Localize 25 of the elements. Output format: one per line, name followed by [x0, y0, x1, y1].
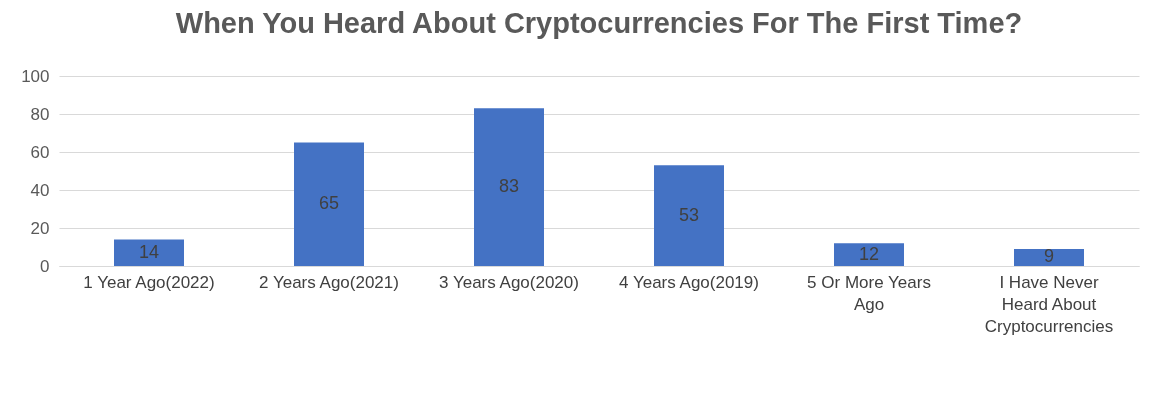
y-tick-label: 0	[40, 256, 50, 276]
x-tick-label: 1 Year Ago(2022)	[83, 272, 215, 292]
data-label: 14	[138, 241, 160, 262]
data-label: 53	[678, 204, 700, 225]
bar	[294, 142, 364, 266]
y-tick-label: 80	[30, 104, 50, 124]
bar	[1014, 248, 1084, 266]
y-tick-label: 100	[21, 66, 50, 86]
y-tick-label: 60	[30, 142, 50, 162]
bar	[114, 239, 184, 266]
chart-title: When You Heard About Cryptocurrencies For The First Time?	[175, 7, 1023, 39]
y-tick-label: 40	[30, 180, 50, 200]
y-tick-label: 20	[30, 218, 50, 238]
data-label: 83	[498, 176, 520, 197]
x-tick-label: 5 Or More Years Ago	[807, 272, 931, 314]
data-label: 12	[858, 243, 880, 264]
bar	[654, 165, 724, 266]
x-tick-label: 2 Years Ago(2021)	[259, 272, 399, 292]
bar	[834, 243, 904, 266]
x-tick-label: I Have Never Heard About Cryptocurrencies	[984, 272, 1114, 336]
data-label: 65	[318, 193, 340, 214]
bar	[474, 108, 544, 266]
x-tick-label: 4 Years Ago(2019)	[619, 272, 759, 292]
x-tick-label: 3 Years Ago(2020)	[439, 272, 579, 292]
data-label: 9	[1043, 246, 1055, 267]
